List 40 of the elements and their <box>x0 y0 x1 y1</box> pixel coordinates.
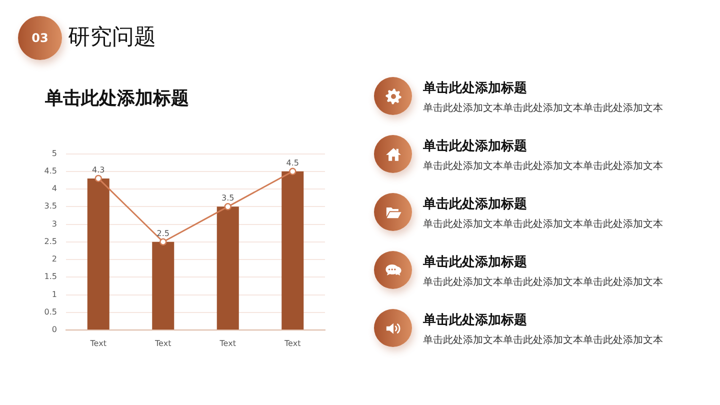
point <box>94 174 102 182</box>
chart-subtitle: 单击此处添加标题 <box>45 88 189 110</box>
x-tick-label: Text <box>284 338 301 348</box>
point <box>288 168 296 176</box>
text: 单击此处添加标题 <box>423 81 527 97</box>
bar <box>152 242 174 330</box>
bar <box>216 206 239 330</box>
x-tick-label: Text <box>89 338 106 348</box>
y-tick-label: 0 <box>52 325 57 334</box>
text: 单击此处添加标题 <box>423 313 527 329</box>
bar <box>282 171 304 330</box>
x-tick-label: Text <box>154 338 172 348</box>
point <box>224 203 232 210</box>
x-tick-label: Text <box>218 338 236 348</box>
y-tick-label: 0.5 <box>44 307 57 316</box>
text: 单击此处添加标题 <box>423 197 527 213</box>
y-tick-label: 1 <box>52 290 57 299</box>
text: 单击此处添加文本单击此处添加文本单击此处添加文本 <box>423 102 663 115</box>
text: 单击此处添加文本单击此处添加文本单击此处添加文本 <box>423 276 663 289</box>
y-tick-label: 3 <box>52 219 57 228</box>
bar <box>87 178 110 330</box>
y-tick-label: 3.5 <box>44 202 57 211</box>
data-label: 3.5 <box>222 194 234 203</box>
y-tick-label: 4.5 <box>44 166 57 176</box>
text: 单击此处添加标题 <box>423 255 527 271</box>
y-tick-label: 1.5 <box>44 272 57 282</box>
chart-title: 研究问题 <box>68 24 156 52</box>
text: 单击此处添加文本单击此处添加文本单击此处添加文本 <box>423 218 663 231</box>
y-tick-label: 2.5 <box>44 236 57 246</box>
text: 单击此处添加文本单击此处添加文本单击此处添加文本 <box>423 334 663 347</box>
text: 03 <box>30 31 50 45</box>
y-tick-label: 2 <box>52 254 57 264</box>
data-label: 2.5 <box>156 228 170 238</box>
y-tick-label: 5 <box>52 148 57 158</box>
text: 单击此处添加标题 <box>423 139 527 155</box>
data-label: 4.3 <box>92 166 105 175</box>
point <box>159 238 167 246</box>
data-label: 4.5 <box>286 158 299 168</box>
y-tick-label: 4 <box>52 184 57 194</box>
text: 单击此处添加文本单击此处添加文本单击此处添加文本 <box>423 160 663 173</box>
